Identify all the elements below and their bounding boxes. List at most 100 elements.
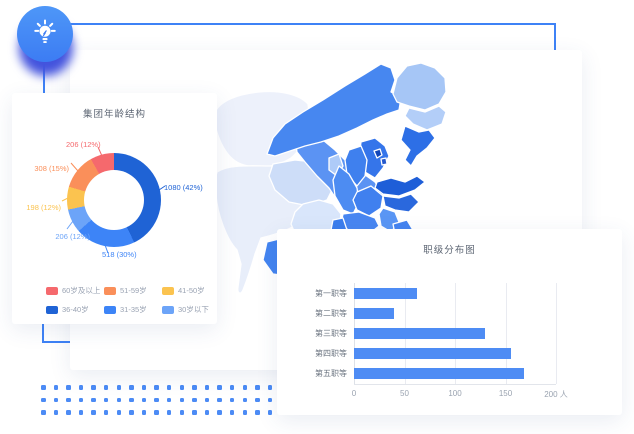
connector-line-top-drop [554,23,556,51]
dot [242,410,247,415]
dot [91,410,96,415]
dot [267,397,273,403]
dot [141,410,147,415]
bar-track [354,327,556,339]
level-distribution-card: 职级分布图 第一职等 第二职等 第三职等 第四职等 第五职等 0 50 100 150 200 … [277,229,622,415]
lightbulb-icon [34,19,56,43]
bar-第三职等[interactable] [354,327,486,339]
dot [103,397,109,403]
dot [204,385,210,390]
dot [255,385,260,390]
dot [129,397,134,403]
dot [103,385,109,390]
donut-hole [84,170,144,230]
province-jilin[interactable] [404,105,447,131]
legend-swatch [46,286,58,295]
dot [91,385,96,390]
bar-category-label: 第一职等 [315,288,347,298]
province-henan[interactable] [352,185,384,217]
dot [103,410,109,415]
bar-第二职等[interactable] [354,307,395,319]
bar-track [354,348,556,360]
dot [78,385,84,390]
x-axis-line [354,384,556,385]
legend-item-30岁以下[interactable]: 30岁以下 [162,304,218,315]
donut-leader-lines [61,146,166,254]
dot [91,397,96,403]
bar-category-label: 第四职等 [315,349,347,359]
province-jiangsu[interactable] [382,193,420,213]
dot [66,385,71,390]
legend-label: 30岁以下 [178,305,209,314]
dot [267,385,273,390]
province-heilongjiang[interactable] [392,62,447,111]
connector-corner-horizontal [42,341,71,343]
age-structure-card: 集团年龄结构 1080 (42%) 518 (30%) 206 (12%) 198 (… [12,93,217,324]
donut-label-31-35岁: 518 (30%) [102,250,137,259]
legend-item-51-59岁[interactable]: 51-59岁 [104,285,160,296]
dot [129,410,134,415]
dot [116,397,122,403]
dot [116,410,122,415]
bar-rows: 第一职等第二职等第三职等第四职等第五职等 [277,283,556,384]
province-beijing[interactable] [373,148,383,159]
age-chart-title: 集团年龄结构 [82,109,146,120]
dot [217,410,222,415]
dot [179,397,185,403]
donut-label-36-40岁: 1080 (42%) [164,183,203,192]
dot [217,385,222,390]
connector-corner-vertical [42,322,44,343]
donut-label-51-59岁: 308 (15%) [34,164,69,173]
x-tick-label: 150 [498,389,513,398]
lightbulb-badge[interactable] [17,6,73,62]
dot-grid-decoration [41,385,273,415]
legend-label: 31-35岁 [120,305,147,314]
bar-第一职等[interactable] [354,287,417,299]
x-tick-label: 0 [351,389,357,398]
bar-第五职等[interactable] [354,368,524,380]
bar-category-label: 第二职等 [315,308,347,318]
dot [41,410,46,415]
legend-swatch [162,305,174,314]
legend-item-36-40岁[interactable]: 36-40岁 [46,304,102,315]
dot [53,385,59,390]
gridline [556,283,557,384]
dot [129,385,134,390]
legend-swatch [162,286,174,295]
donut-label-60岁及以上: 206 (12%) [66,140,101,149]
level-chart-title: 职级分布图 [423,245,476,256]
legend-item-41-50岁[interactable]: 41-50岁 [162,285,218,296]
dot [78,397,84,403]
bar-track [354,307,556,319]
dot [154,397,159,403]
bar-row: 第三职等 [277,327,556,339]
legend-swatch [104,286,116,295]
dot [141,385,147,390]
legend-label: 60岁及以上 [62,286,101,295]
donut-label-30岁以下: 206 (12%) [55,232,90,241]
dot [204,397,210,403]
bar-row: 第五职等 [277,368,556,380]
donut-label-41-50岁: 198 (12%) [26,203,61,212]
dot [53,410,59,415]
dot [41,385,46,390]
province-tianjin[interactable] [380,157,388,166]
dot [255,397,260,403]
legend-item-31-35岁[interactable]: 31-35岁 [104,304,160,315]
dot [66,397,71,403]
legend-item-60岁及以上[interactable]: 60岁及以上 [46,285,102,296]
dot [255,410,260,415]
bar-row: 第二职等 [277,307,556,319]
province-liaoning[interactable] [400,125,436,167]
legend-swatch [104,305,116,314]
dot [154,410,159,415]
dot [229,397,235,403]
dot [192,410,197,415]
bar-第四职等[interactable] [354,348,511,360]
province-shandong[interactable] [374,175,426,197]
dot [166,397,172,403]
age-legend: 60岁及以上 51-59岁 41-50岁 36-40岁 31-35岁 30岁以下 [46,285,214,315]
dot [217,397,222,403]
dot [229,410,235,415]
bar-track [354,368,556,380]
